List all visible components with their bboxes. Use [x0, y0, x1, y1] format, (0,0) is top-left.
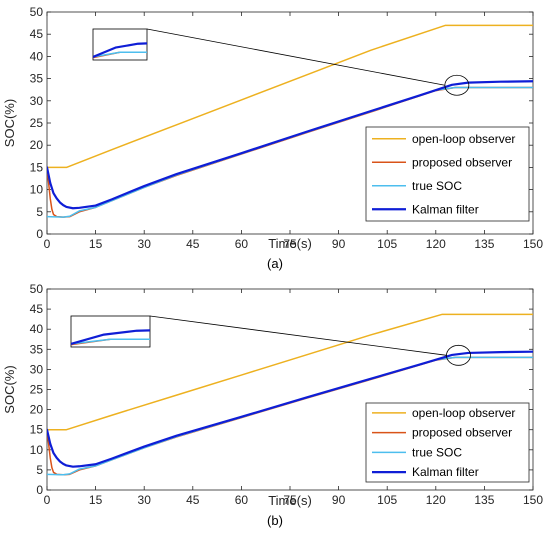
x-tick-label: 30 — [138, 493, 152, 507]
legend-label-0: open-loop observer — [412, 132, 515, 146]
x-tick-label: 150 — [523, 493, 543, 507]
y-tick-label: 0 — [36, 227, 43, 241]
y-tick-label: 45 — [30, 27, 44, 41]
y-tick-label: 15 — [30, 423, 44, 437]
legend-label-3: Kalman filter — [412, 202, 479, 216]
zoom-connector — [149, 315, 447, 356]
series-line-0 — [47, 24, 533, 169]
y-tick-label: 5 — [36, 463, 43, 477]
y-tick-label: 30 — [30, 362, 44, 376]
x-tick-label: 0 — [44, 237, 51, 251]
x-tick-label: 45 — [186, 237, 200, 251]
x-tick-label: 120 — [426, 237, 446, 251]
series-group — [47, 24, 533, 218]
x-tick-label: 135 — [474, 237, 494, 251]
x-tick-label: 60 — [235, 237, 249, 251]
y-axis-label: SOC(%) — [2, 99, 17, 147]
inset-line-3 — [71, 329, 150, 346]
x-tick-label: 150 — [523, 237, 543, 251]
chart-panel-b: 0 15 30 45 60 75 90 105 120 135 150 0 5 10 15 20 25 30 35 4… — [2, 282, 543, 528]
x-tick-label: 90 — [332, 237, 346, 251]
y-tick-label: 10 — [30, 183, 44, 197]
y-tick-label: 20 — [30, 138, 44, 152]
y-tick-label: 5 — [36, 205, 43, 219]
x-tick-label: 45 — [186, 493, 200, 507]
panel-label: (a) — [267, 256, 283, 271]
chart-panel-a: 0 15 30 45 60 75 90 105 120 135 150 0 5 10 15 20 25 30 35 4… — [2, 5, 543, 271]
x-tick-label: 105 — [377, 237, 397, 251]
y-tick-label: 40 — [30, 49, 44, 63]
y-tick-label: 30 — [30, 94, 44, 108]
y-tick-label: 50 — [30, 282, 44, 296]
zoom-inset — [70, 315, 151, 348]
series-group — [47, 313, 533, 476]
x-tick-label: 135 — [474, 493, 494, 507]
x-tick-label: 90 — [332, 493, 346, 507]
inset-line-3 — [93, 42, 147, 59]
y-tick-label: 40 — [30, 322, 44, 336]
y-tick-label: 0 — [36, 483, 43, 497]
y-tick-label: 25 — [30, 116, 44, 130]
y-tick-label: 20 — [30, 403, 44, 417]
y-tick-label: 45 — [30, 302, 44, 316]
legend-box — [365, 126, 530, 222]
y-tick-label: 35 — [30, 72, 44, 86]
y-tick-label: 35 — [30, 342, 44, 356]
x-tick-label: 15 — [89, 493, 103, 507]
zoom-inset — [92, 28, 148, 61]
y-tick-label: 50 — [30, 5, 44, 19]
series-line-3 — [47, 350, 533, 468]
x-axis-label: Time(s) — [268, 493, 312, 508]
x-tick-label: 75 — [283, 493, 297, 507]
legend-box — [365, 402, 530, 483]
series-line-3 — [47, 80, 533, 210]
legend-label-0: open-loop observer — [412, 406, 515, 420]
legend-label-2: true SOC — [412, 179, 462, 193]
x-tick-label: 0 — [44, 493, 51, 507]
legend-label-1: proposed observer — [412, 426, 512, 440]
x-tick-label: 30 — [138, 237, 152, 251]
x-tick-label: 120 — [426, 493, 446, 507]
x-tick-label: 105 — [377, 493, 397, 507]
legend-label-1: proposed observer — [412, 155, 512, 169]
legend-label-3: Kalman filter — [412, 465, 479, 479]
legend-label-2: true SOC — [412, 445, 462, 459]
x-tick-label: 15 — [89, 237, 103, 251]
series-line-0 — [47, 313, 533, 431]
x-tick-label: 60 — [235, 493, 249, 507]
x-tick-label: 75 — [283, 237, 297, 251]
y-axis-label: SOC(%) — [2, 365, 17, 413]
legend: open-loop observer proposed observer true … — [365, 402, 530, 483]
y-tick-label: 10 — [30, 443, 44, 457]
zoom-connector — [146, 28, 445, 86]
panel-label: (b) — [267, 513, 283, 528]
x-axis-label: Time(s) — [268, 236, 312, 251]
y-tick-label: 25 — [30, 383, 44, 397]
legend: open-loop observer proposed observer true … — [365, 126, 530, 222]
y-tick-label: 15 — [30, 160, 44, 174]
